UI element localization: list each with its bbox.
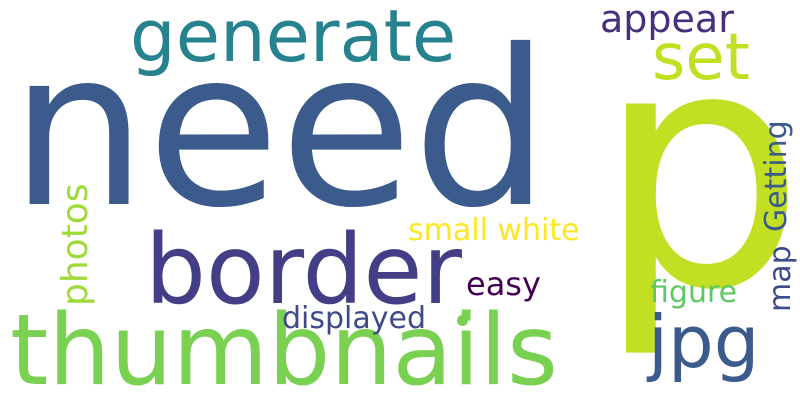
word-appear: appear: [600, 0, 734, 41]
word-border: border: [145, 214, 462, 326]
word-small-white: small white: [408, 213, 580, 248]
word-figure: figure: [650, 275, 738, 310]
word-displayed: displayed: [282, 301, 427, 336]
word-jpg: jpg: [648, 300, 760, 384]
word-p: p: [596, 0, 800, 362]
word-set: set: [652, 21, 750, 95]
word-photos: photos: [55, 183, 96, 306]
word-generate: generate: [130, 0, 457, 78]
word-easy: easy: [466, 265, 541, 303]
word-need: need: [10, 4, 550, 255]
word-getting: Getting: [759, 120, 794, 232]
dot-mark: [457, 315, 468, 326]
word-map: map: [763, 245, 798, 312]
